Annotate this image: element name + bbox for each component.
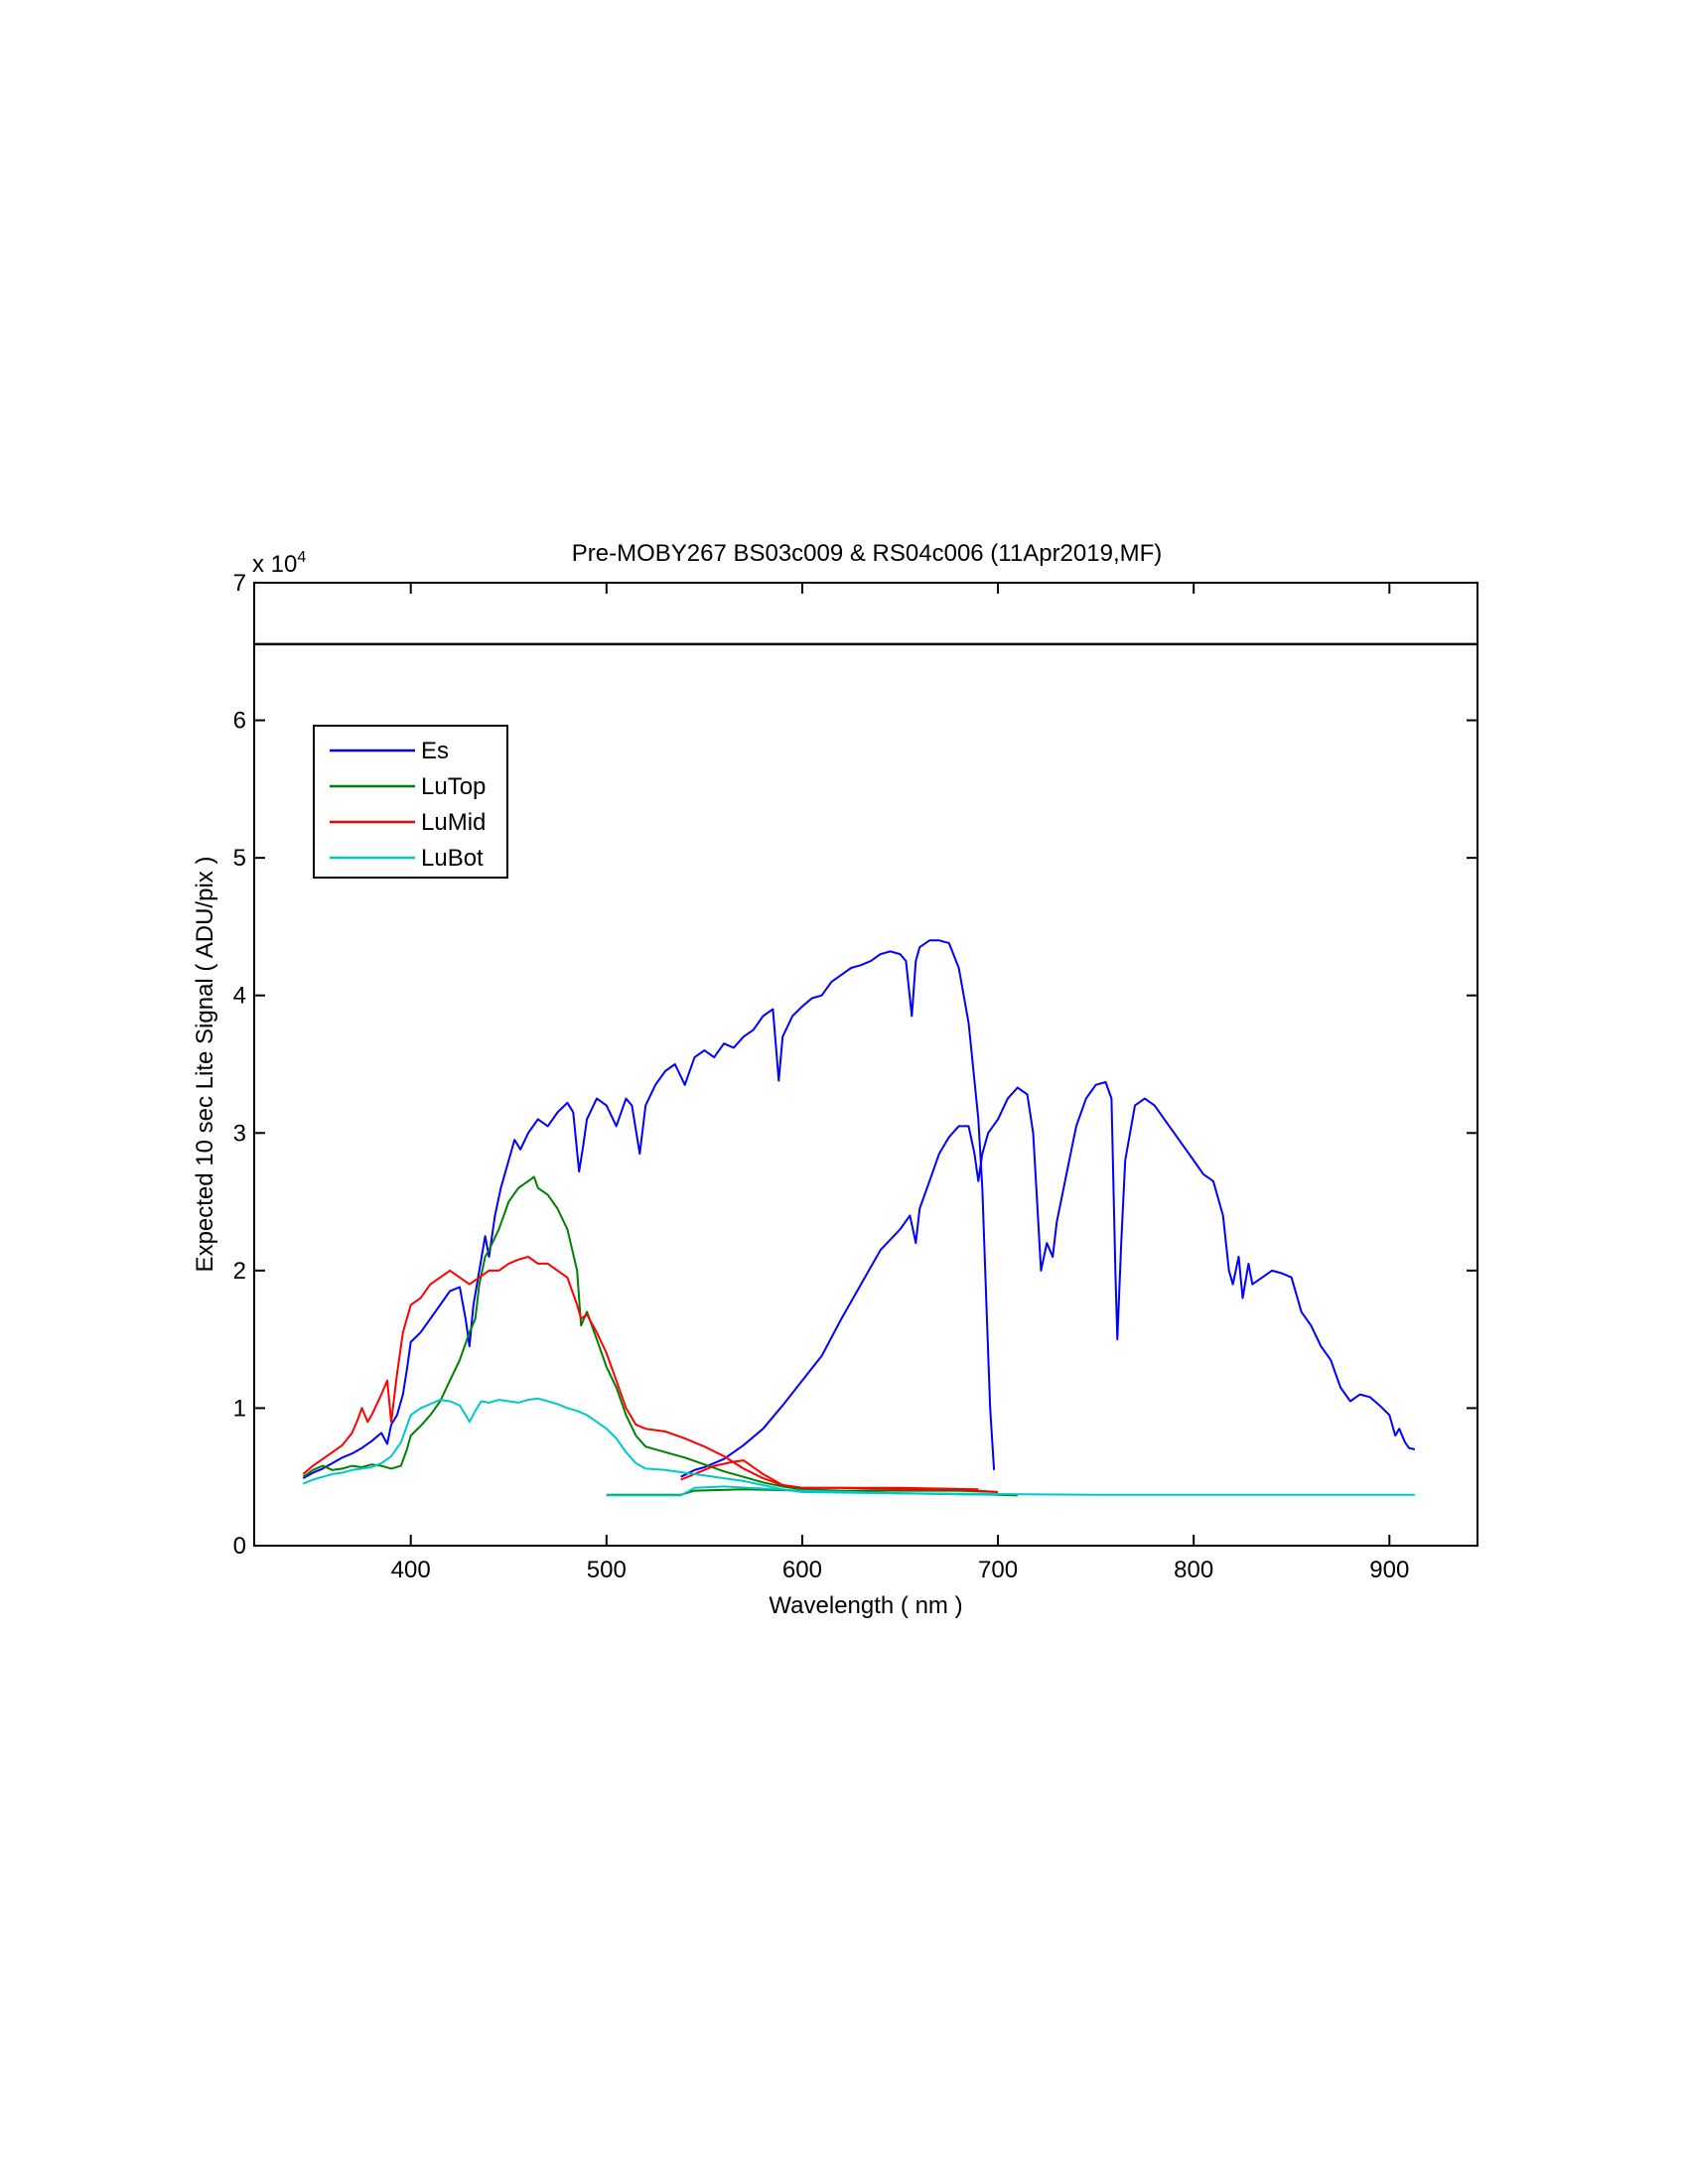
x-tick-label: 400: [391, 1557, 431, 1583]
series-line-es-2: [680, 1081, 1416, 1478]
series-line-lumid-1: [302, 1256, 999, 1493]
x-axis-label: Wavelength ( nm ): [769, 1592, 962, 1619]
legend-label-lubot: LuBot: [421, 845, 484, 872]
x-tick-label: 600: [782, 1557, 822, 1583]
legend: Es LuTop LuMid LuBot: [313, 725, 508, 879]
series-line-lumid-2: [680, 1459, 979, 1491]
y-tick-label: 3: [233, 1120, 246, 1147]
y-tick-label: 1: [233, 1395, 246, 1422]
y-tick-label: 4: [233, 983, 246, 1010]
legend-label-lutop: LuTop: [421, 773, 486, 800]
plot-area: [254, 642, 1477, 1497]
y-exponent-base: x 10: [252, 551, 297, 578]
series-line-es-1: [302, 939, 996, 1479]
y-tick-label: 2: [233, 1258, 246, 1285]
y-tick-label: 5: [233, 845, 246, 872]
y-tick-label: 0: [233, 1533, 246, 1560]
legend-label-lumid: LuMid: [421, 809, 486, 836]
y-axis-label: Expected 10 sec Lite Signal ( ADU/pix ): [192, 857, 218, 1273]
series-line-lubot-2: [606, 1485, 999, 1497]
x-tick-label: 900: [1369, 1557, 1409, 1583]
legend-items: Es LuTop LuMid LuBot: [330, 738, 486, 872]
axis-ticks: 400 500 600 700 800 900 0 1 2 3 4 5 6 7: [233, 570, 1477, 1583]
x-tick-label: 800: [1174, 1557, 1213, 1583]
x-tick-label: 700: [978, 1557, 1018, 1583]
legend-label-es: Es: [421, 738, 449, 764]
plot-frame: [253, 582, 1478, 1547]
y-exponent-label: x 104: [252, 549, 306, 578]
x-tick-label: 500: [587, 1557, 627, 1583]
y-exponent-power: 4: [297, 549, 306, 566]
chart-title: Pre-MOBY267 BS03c009 & RS04c006 (11Apr20…: [572, 540, 1163, 567]
y-tick-label: 6: [233, 708, 246, 735]
y-tick-label: 7: [233, 570, 246, 597]
series-line-lubot-1: [302, 1397, 1415, 1496]
